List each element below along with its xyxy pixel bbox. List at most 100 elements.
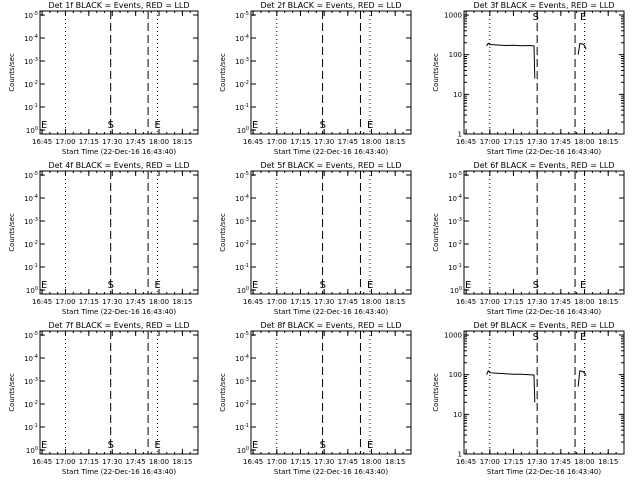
x-tick-label: 17:45 (126, 458, 146, 466)
x-tick-label: 18:00 (149, 458, 169, 466)
y-axis-label: Counts/sec (219, 373, 227, 412)
y-tick-label: 100 (237, 126, 249, 135)
marker-s: S (320, 280, 326, 291)
y-tick-label: 10-4 (24, 354, 38, 363)
x-tick-label: 17:00 (267, 458, 287, 466)
x-tick-label: 18:00 (574, 458, 594, 466)
x-tick-label: 17:15 (503, 458, 523, 466)
x-tick-label: 18:15 (598, 458, 618, 466)
x-tick-label: 18:15 (598, 138, 618, 146)
y-tick-label: 10-2 (24, 80, 38, 89)
x-tick-label: 17:00 (480, 138, 500, 146)
x-tick-label: 17:45 (338, 138, 358, 146)
x-tick-label: 17:15 (503, 298, 523, 306)
x-tick-label: 17:15 (79, 138, 99, 146)
marker-e: E (252, 120, 258, 131)
y-axis-label: Counts/sec (8, 213, 16, 252)
x-tick-label: 17:00 (267, 138, 287, 146)
y-tick-label: 10-3 (24, 217, 38, 226)
chart-panel-2: Det 2f BLACK = Events, RED = LLD Counts/s… (219, 1, 412, 156)
marker-e: E (41, 120, 47, 131)
plot-frame (250, 10, 412, 135)
y-axis-label: Counts/sec (432, 53, 440, 92)
marker-s: S (108, 120, 114, 131)
y-tick-label: 1 (458, 451, 462, 459)
plot-frame (39, 170, 199, 295)
chart-title: Det 3f BLACK = Events, RED = LLD (473, 1, 614, 10)
x-tick-label: 17:30 (314, 138, 334, 146)
marker-s: S (108, 280, 114, 291)
y-tick-label: 1 (458, 131, 462, 139)
y-tick-label: 100 (237, 286, 249, 295)
x-tick-label: 16:45 (32, 458, 52, 466)
y-tick-label: 10-1 (448, 263, 462, 272)
y-tick-label: 10-1 (24, 423, 38, 432)
y-tick-label: 100 (449, 51, 462, 59)
event-rate-series-2 (577, 370, 587, 387)
y-tick-label: 10-1 (24, 103, 38, 112)
y-axis-label: Counts/sec (8, 53, 16, 92)
marker-e: E (367, 120, 373, 131)
y-tick-label: 10-4 (24, 34, 38, 43)
x-tick-label: 17:30 (314, 298, 334, 306)
x-tick-label: 16:45 (243, 298, 263, 306)
marker-s: S (533, 12, 539, 23)
x-tick-label: 18:15 (598, 298, 618, 306)
x-tick-label: 17:30 (102, 138, 122, 146)
y-tick-label: 10-1 (24, 263, 38, 272)
x-tick-label: 17:00 (480, 298, 500, 306)
x-tick-label: 18:15 (172, 138, 192, 146)
y-tick-label: 10-4 (235, 34, 249, 43)
plot-frame (250, 170, 412, 295)
chart-panel-5: Det 5f BLACK = Events, RED = LLD Counts/s… (219, 161, 412, 316)
y-tick-label: 10-3 (235, 217, 249, 226)
marker-e: E (154, 120, 160, 131)
x-tick-label: 17:00 (55, 458, 75, 466)
x-tick-label: 16:45 (456, 298, 476, 306)
x-tick-label: 17:00 (267, 298, 287, 306)
x-tick-label: 17:45 (126, 138, 146, 146)
y-tick-label: 10-2 (235, 80, 249, 89)
x-tick-label: 16:45 (456, 138, 476, 146)
x-tick-label: 18:15 (385, 458, 405, 466)
y-tick-label: 10-5 (235, 171, 249, 180)
y-tick-label: 10-2 (235, 400, 249, 409)
x-tick-label: 17:30 (102, 458, 122, 466)
x-tick-label: 17:15 (503, 138, 523, 146)
y-tick-label: 10-1 (235, 423, 249, 432)
x-tick-label: 16:45 (32, 298, 52, 306)
event-rate-series-1 (486, 369, 536, 403)
plot-frame (463, 10, 625, 135)
chart-title: Det 1f BLACK = Events, RED = LLD (48, 1, 189, 10)
x-tick-label: 16:45 (243, 458, 263, 466)
chart-panel-1: Det 1f BLACK = Events, RED = LLD Counts/s… (8, 1, 199, 156)
y-axis-label: Counts/sec (219, 213, 227, 252)
y-tick-label: 10-2 (448, 240, 462, 249)
x-tick-label: 18:00 (574, 138, 594, 146)
y-tick-label: 100 (237, 446, 249, 455)
marker-e: E (580, 332, 586, 343)
y-tick-label: 1000 (444, 12, 462, 20)
y-tick-label: 100 (26, 126, 38, 135)
x-tick-label: 18:00 (361, 138, 381, 146)
y-tick-label: 10-5 (24, 331, 38, 340)
x-tick-label: 17:15 (290, 138, 310, 146)
x-tick-label: 17:45 (126, 298, 146, 306)
x-axis-label: Start Time (22-Dec-16 16:43:40) (274, 308, 388, 316)
chart-title: Det 5f BLACK = Events, RED = LLD (260, 161, 401, 170)
marker-e: E (41, 280, 47, 291)
y-tick-label: 10-1 (235, 263, 249, 272)
y-tick-label: 10-3 (24, 377, 38, 386)
y-tick-label: 10-4 (235, 194, 249, 203)
chart-panel-3: Det 3f BLACK = Events, RED = LLD Counts/s… (432, 1, 625, 156)
x-tick-label: 17:30 (527, 298, 547, 306)
x-tick-label: 17:15 (290, 458, 310, 466)
chart-title: Det 7f BLACK = Events, RED = LLD (48, 321, 189, 330)
y-axis-label: Counts/sec (432, 213, 440, 252)
y-tick-label: 10-1 (235, 103, 249, 112)
plot-frame (39, 10, 199, 135)
y-tick-label: 10-4 (235, 354, 249, 363)
marker-e: E (367, 440, 373, 451)
plot-frame (463, 170, 625, 295)
